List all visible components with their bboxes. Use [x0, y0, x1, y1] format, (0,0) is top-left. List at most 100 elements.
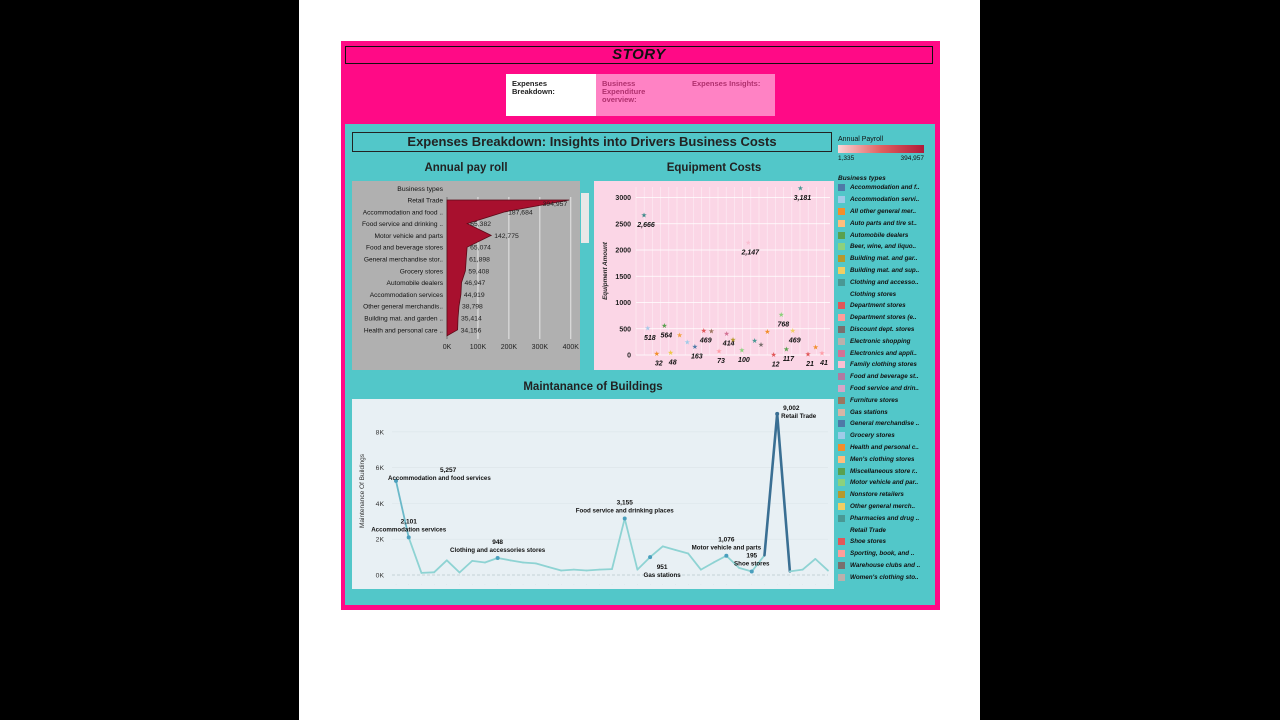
legend-item[interactable]: Gas stations	[838, 406, 934, 418]
legend-label: Sporting, book, and ..	[850, 550, 915, 558]
legend-item[interactable]: Grocery stores	[838, 430, 934, 442]
legend-item[interactable]: General merchandise ..	[838, 418, 934, 430]
legend-swatch	[838, 455, 845, 463]
series-line-segment	[433, 559, 448, 574]
series-line-segment	[750, 554, 766, 573]
legend-swatch	[838, 384, 845, 392]
data-label: 59,408	[468, 268, 489, 275]
scatter-point: ★	[641, 212, 647, 220]
legend-item[interactable]: All other general mer..	[838, 206, 934, 218]
legend-item[interactable]: Electronics and appli..	[838, 347, 934, 359]
scatter-point: ★	[758, 341, 764, 349]
scatter-point: ★	[764, 328, 770, 336]
legend-label: Discount dept. stores	[850, 325, 915, 333]
legend-item[interactable]: Shoe stores	[838, 536, 934, 548]
scatter-point: ★	[661, 322, 667, 330]
data-label: 394,957	[543, 201, 568, 208]
legend-label: Warehouse clubs and ..	[850, 561, 921, 569]
x-tick-label: 0K	[443, 344, 452, 351]
data-label: 38,798	[462, 304, 483, 311]
legend-item[interactable]: Men's clothing stores	[838, 453, 934, 465]
legend-swatch	[838, 527, 845, 534]
category-label: Grocery stores	[400, 268, 444, 275]
legend-item[interactable]: Beer, wine, and liquo..	[838, 241, 934, 253]
story-title: STORY	[345, 46, 933, 64]
x-tick-label: 100K	[470, 344, 487, 351]
legend-item[interactable]: Sporting, book, and ..	[838, 548, 934, 560]
payroll-scale-max: 394,957	[900, 155, 925, 162]
story-point-expenses-insights[interactable]: Expenses Insights:	[686, 74, 775, 116]
annotated-point	[622, 516, 627, 521]
series-line-segment	[763, 412, 779, 557]
legend-swatch	[838, 196, 845, 204]
legend-swatch	[838, 561, 845, 569]
legend-label: Electronic shopping	[850, 337, 911, 345]
legend-item[interactable]: Motor vehicle and par..	[838, 477, 934, 489]
maintenance-chart-panel	[352, 399, 834, 589]
legend-label: Miscellaneous store r..	[850, 467, 918, 475]
legend-item[interactable]: Food and beverage st..	[838, 371, 934, 383]
legend-item[interactable]: Furniture stores	[838, 394, 934, 406]
legend-label: Accommodation servi..	[850, 196, 920, 204]
annotation-value: 948	[492, 539, 503, 546]
story-point-expenses-breakdown[interactable]: Expenses Breakdown:	[506, 74, 596, 116]
legend-item[interactable]: Accommodation servi..	[838, 194, 934, 206]
scatter-point: ★	[676, 332, 682, 340]
data-label: 73	[717, 358, 725, 365]
series-line-segment	[775, 412, 792, 573]
series-line-segment	[484, 557, 499, 564]
data-label: 12	[772, 361, 780, 368]
legend-item[interactable]: Health and personal c..	[838, 442, 934, 454]
legend-item[interactable]: Department stores	[838, 300, 934, 312]
legend-item[interactable]: Warehouse clubs and ..	[838, 560, 934, 572]
legend-item[interactable]: Auto parts and tire st..	[838, 217, 934, 229]
legend-item[interactable]: Other general merch..	[838, 501, 934, 513]
scatter-point: ★	[739, 346, 745, 354]
legend-item[interactable]: Family clothing stores	[838, 359, 934, 371]
legend-item[interactable]: Building mat. and sup..	[838, 265, 934, 277]
legend-swatch	[838, 349, 845, 357]
business-types-legend: Accommodation and f.. Accommodation servi…	[838, 182, 934, 583]
annotation-value: 9,002	[783, 405, 800, 412]
legend-item[interactable]: Women's clothing sto..	[838, 571, 934, 583]
legend-item[interactable]: Department stores (e..	[838, 312, 934, 324]
payroll-chart: 0K 100K 200K 300K 400K Business types Retail T…	[362, 186, 589, 351]
legend-item[interactable]: Nonstore retailers	[838, 489, 934, 501]
y-tick-label: 6K	[376, 465, 385, 472]
series-line-segment	[738, 566, 753, 573]
x-tick-label: 300K	[532, 344, 549, 351]
scatter-point: ★	[790, 327, 796, 335]
legend-item[interactable]: Discount dept. stores	[838, 324, 934, 336]
category-label: Automobile dealers	[387, 280, 444, 287]
category-label: Food service and drinking ..	[362, 221, 443, 228]
legend-item[interactable]: Clothing stores	[838, 288, 934, 300]
x-tick-mark: ·	[395, 582, 396, 587]
payroll-legend-header: Business types	[397, 186, 443, 193]
legend-item[interactable]: Building mat. and gar..	[838, 253, 934, 265]
x-tick-mark: ·	[446, 582, 447, 587]
x-tick-mark: ·	[675, 582, 676, 587]
series-line-segment	[585, 568, 601, 572]
annotation-label: Motor vehicle and parts	[692, 545, 762, 552]
legend-item[interactable]: Miscellaneous store r..	[838, 465, 934, 477]
category-label: Other general merchandis..	[363, 304, 443, 311]
annotation-label: Food service and drinking places	[576, 508, 675, 515]
scatter-point: ★	[797, 184, 803, 192]
legend-item[interactable]: Food service and drin..	[838, 383, 934, 395]
legend-item[interactable]: Pharmacies and drug ..	[838, 512, 934, 524]
legend-item[interactable]: Electronic shopping	[838, 335, 934, 347]
data-label: 41	[819, 360, 828, 367]
legend-item[interactable]: Automobile dealers	[838, 229, 934, 241]
x-tick-mark: ·	[649, 582, 650, 587]
x-tick-mark: ·	[535, 582, 536, 587]
legend-item[interactable]: Retail Trade	[838, 524, 934, 536]
legend-swatch	[838, 373, 845, 381]
annotated-point	[406, 535, 411, 540]
x-tick-mark: ·	[815, 582, 816, 587]
scatter-point: ★	[771, 351, 777, 359]
story-point-business-expenditure[interactable]: Business Expenditure overview:	[596, 74, 686, 116]
legend-item[interactable]: Accommodation and f..	[838, 182, 934, 194]
x-tick-mark: ·	[548, 582, 549, 587]
legend-item[interactable]: Clothing and accesso..	[838, 276, 934, 288]
legend-swatch	[838, 502, 845, 510]
